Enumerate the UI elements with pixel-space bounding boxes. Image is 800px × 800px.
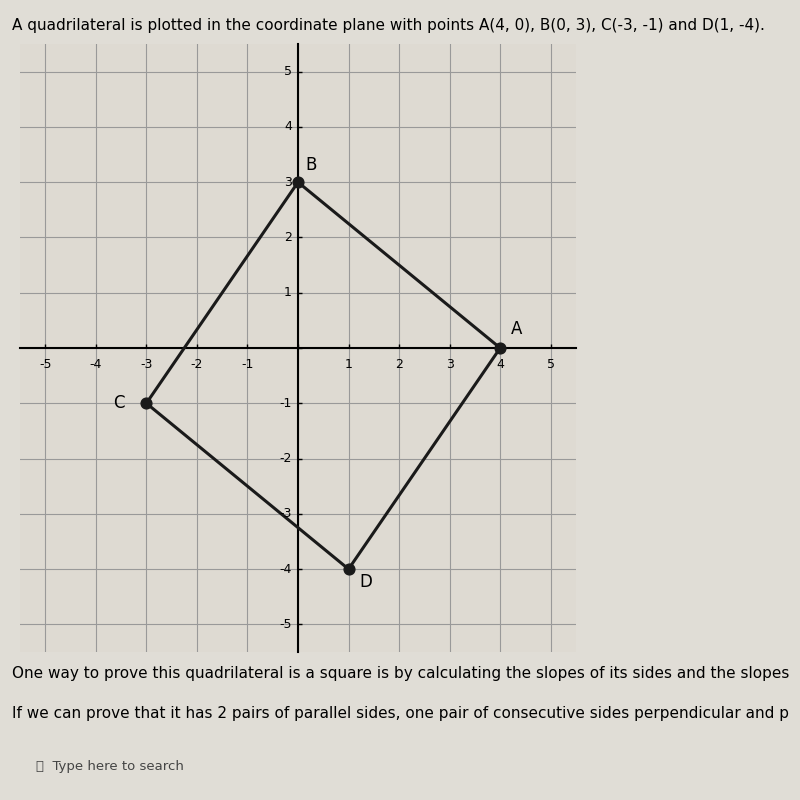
Text: 4: 4 [284, 121, 292, 134]
Text: 4: 4 [496, 358, 504, 371]
Text: -4: -4 [90, 358, 102, 371]
Text: If we can prove that it has 2 pairs of parallel sides, one pair of consecutive s: If we can prove that it has 2 pairs of p… [12, 706, 789, 721]
Point [494, 342, 506, 354]
Text: 2: 2 [284, 231, 292, 244]
Text: 5: 5 [284, 65, 292, 78]
Text: C: C [114, 394, 125, 412]
Text: -2: -2 [190, 358, 203, 371]
Text: 3: 3 [446, 358, 454, 371]
Text: -1: -1 [242, 358, 254, 371]
Text: -1: -1 [279, 397, 292, 410]
Text: -2: -2 [279, 452, 292, 465]
Text: 2: 2 [395, 358, 403, 371]
Text: -4: -4 [279, 562, 292, 575]
Text: -5: -5 [39, 358, 51, 371]
Point [140, 397, 153, 410]
Text: -3: -3 [140, 358, 153, 371]
Text: -5: -5 [279, 618, 292, 631]
Text: -3: -3 [279, 507, 292, 520]
Text: A: A [511, 320, 522, 338]
Point [291, 176, 304, 189]
Text: D: D [360, 573, 373, 590]
Text: 5: 5 [546, 358, 554, 371]
Point [342, 562, 355, 575]
Text: One way to prove this quadrilateral is a square is by calculating the slopes of : One way to prove this quadrilateral is a… [12, 666, 790, 681]
Text: 1: 1 [284, 286, 292, 299]
Text: B: B [306, 156, 317, 174]
Text: A quadrilateral is plotted in the coordinate plane with points A(4, 0), B(0, 3),: A quadrilateral is plotted in the coordi… [12, 18, 765, 33]
Text: 3: 3 [284, 176, 292, 189]
Text: ⌕  Type here to search: ⌕ Type here to search [36, 760, 184, 773]
Text: 1: 1 [345, 358, 353, 371]
